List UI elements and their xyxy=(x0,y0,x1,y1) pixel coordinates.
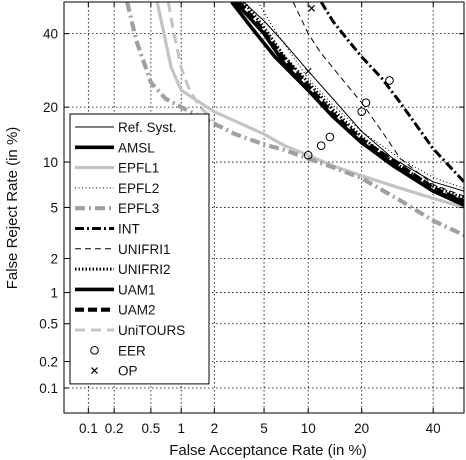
x-tick-label: 0.1 xyxy=(79,421,98,436)
series-unitours xyxy=(166,2,216,123)
x-axis-label: False Acceptance Rate (in %) xyxy=(169,442,367,459)
series-unifri1 xyxy=(292,2,464,197)
legend-label-int: INT xyxy=(118,222,140,237)
y-tick-label: 5 xyxy=(50,200,58,215)
y-tick-label: 10 xyxy=(43,155,58,170)
op-marker xyxy=(304,67,312,75)
markers xyxy=(303,4,394,160)
legend-label-epfl3: EPFL3 xyxy=(118,201,159,216)
x-tick-label: 0.5 xyxy=(141,421,160,436)
legend-label-amsl: AMSL xyxy=(118,140,155,155)
y-axis-label: False Reject Rate (in %) xyxy=(4,127,21,290)
legend-label-ref-syst: Ref. Syst. xyxy=(118,120,177,135)
x-tick-label: 5 xyxy=(260,421,268,436)
legend-label-epfl2: EPFL2 xyxy=(118,181,159,196)
series-int xyxy=(319,2,464,183)
x-tick-label: 10 xyxy=(301,421,316,436)
legend-label-unifri2: UNIFRI2 xyxy=(118,262,171,277)
series-ref-syst xyxy=(243,2,464,192)
eer-marker xyxy=(303,150,313,160)
eer-marker xyxy=(385,76,394,85)
series-unifri2 xyxy=(242,2,464,200)
series-uam2 xyxy=(237,2,464,204)
legend-swatch-op xyxy=(91,367,98,375)
x-tick-label: 40 xyxy=(426,421,441,436)
legend-label-unitours: UniTOURS xyxy=(118,323,185,338)
legend-box xyxy=(69,113,210,385)
legend: Ref. Syst. AMSL EPFL1 EPFL2 EPFL3 INT UNIFRI1 U… xyxy=(69,113,210,385)
op-marker xyxy=(308,4,316,12)
x-tick-label: 20 xyxy=(354,421,369,436)
legend-swatch-eer xyxy=(90,346,99,355)
x-tick-label: 2 xyxy=(211,421,219,436)
x-axis-ticks: 0.1 0.2 0.5 1 2 5 10 20 40 xyxy=(79,2,441,436)
legend-label-epfl1: EPFL1 xyxy=(118,161,159,176)
eer-marker xyxy=(316,141,326,150)
legend-label-uam2: UAM2 xyxy=(118,303,156,318)
y-tick-label: 2 xyxy=(50,252,58,267)
eer-marker xyxy=(325,132,335,142)
y-tick-label: 0.5 xyxy=(39,317,58,332)
legend-label-op: OP xyxy=(118,364,138,379)
y-tick-label: 0.2 xyxy=(39,354,58,369)
legend-label-eer: EER xyxy=(118,343,146,358)
series-epfl1 xyxy=(155,2,464,209)
legend-label-unifri1: UNIFRI1 xyxy=(118,242,171,257)
legend-label-uam1: UAM1 xyxy=(118,282,156,297)
y-tick-label: 40 xyxy=(43,27,58,42)
curves xyxy=(125,2,464,238)
y-tick-label: 20 xyxy=(43,100,58,115)
y-tick-label: 0.1 xyxy=(39,381,58,396)
series-epfl3 xyxy=(125,2,464,238)
x-tick-label: 1 xyxy=(177,421,185,436)
y-tick-label: 1 xyxy=(50,286,58,301)
eer-marker xyxy=(361,98,371,108)
x-tick-label: 0.2 xyxy=(105,421,124,436)
eer-marker xyxy=(357,107,366,116)
y-axis-ticks: 0.1 0.2 0.5 1 2 5 10 20 40 xyxy=(39,27,464,396)
